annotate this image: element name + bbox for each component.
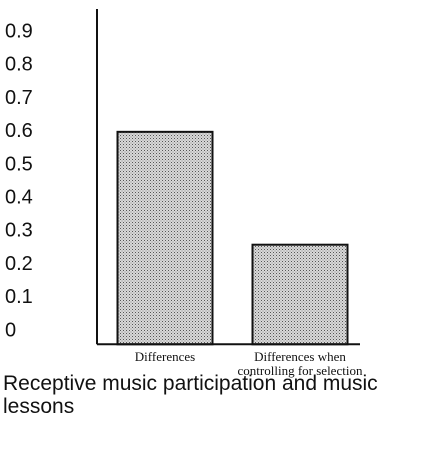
bar	[251, 243, 349, 346]
y-tick-label: 0.1	[5, 286, 33, 308]
chart-title: Receptive music participation and music …	[3, 372, 378, 418]
y-tick-label: 0.2	[5, 253, 33, 275]
y-tick-label: 0.6	[5, 120, 33, 142]
bar	[116, 130, 214, 346]
y-tick-label: 0.5	[5, 153, 33, 175]
y-tick-label: 0.9	[5, 21, 33, 43]
y-tick-label: 0	[5, 319, 16, 341]
x-tick-label: Differences	[134, 349, 196, 364]
y-tick-label: 0.3	[5, 220, 33, 242]
y-tick-label: 0.8	[5, 54, 33, 76]
x-tick-label: Differences when controlling for selecti…	[237, 349, 363, 378]
y-tick-label: 0.4	[5, 187, 33, 209]
y-tick-label: 0.7	[5, 87, 33, 109]
